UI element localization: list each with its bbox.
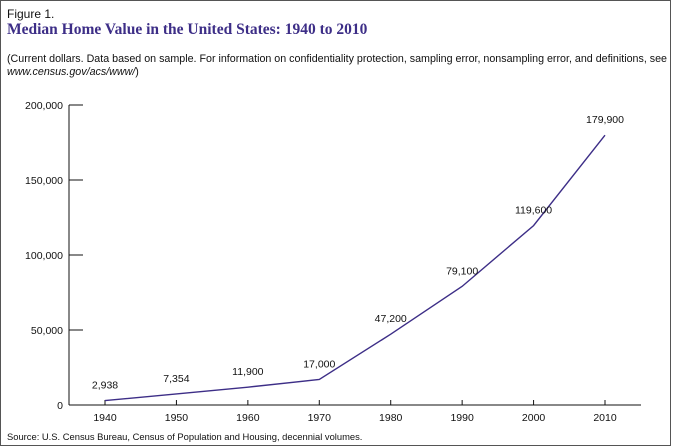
x-tick-label: 1970 (308, 412, 332, 424)
x-tick-label: 1950 (165, 412, 189, 424)
x-tick-label: 2000 (522, 412, 546, 424)
data-label: 79,100 (446, 265, 478, 277)
subtitle-end: ) (135, 66, 139, 78)
x-tick-label: 1940 (93, 412, 117, 424)
y-tick-label: 150,000 (25, 175, 63, 187)
subtitle-text: (Current dollars. Data based on sample. … (7, 53, 667, 65)
data-label: 47,200 (375, 313, 407, 325)
chart-subtitle: (Current dollars. Data based on sample. … (7, 53, 667, 79)
data-label: 17,000 (303, 359, 335, 371)
figure-label: Figure 1. (7, 7, 55, 21)
series-line (104, 134, 606, 402)
data-label: 179,900 (586, 114, 624, 126)
chart-title: Median Home Value in the United States: … (7, 21, 368, 38)
y-tick-label: 200,000 (25, 100, 63, 112)
x-tick-label: 2010 (593, 412, 617, 424)
x-tick-label: 1980 (379, 412, 403, 424)
data-label: 11,900 (232, 366, 263, 378)
data-label: 2,938 (92, 380, 118, 392)
y-tick-label: 50,000 (31, 325, 63, 337)
x-tick-label: 1960 (236, 412, 260, 424)
data-label: 7,354 (163, 373, 189, 385)
y-tick-label: 0 (57, 400, 63, 412)
data-label: 119,600 (515, 205, 552, 217)
source-note: Source: U.S. Census Bureau, Census of Po… (7, 431, 363, 442)
x-tick-label: 1990 (450, 412, 474, 424)
subtitle-url: www.census.gov/acs/www/ (7, 66, 136, 78)
y-tick-label: 100,000 (25, 250, 63, 262)
